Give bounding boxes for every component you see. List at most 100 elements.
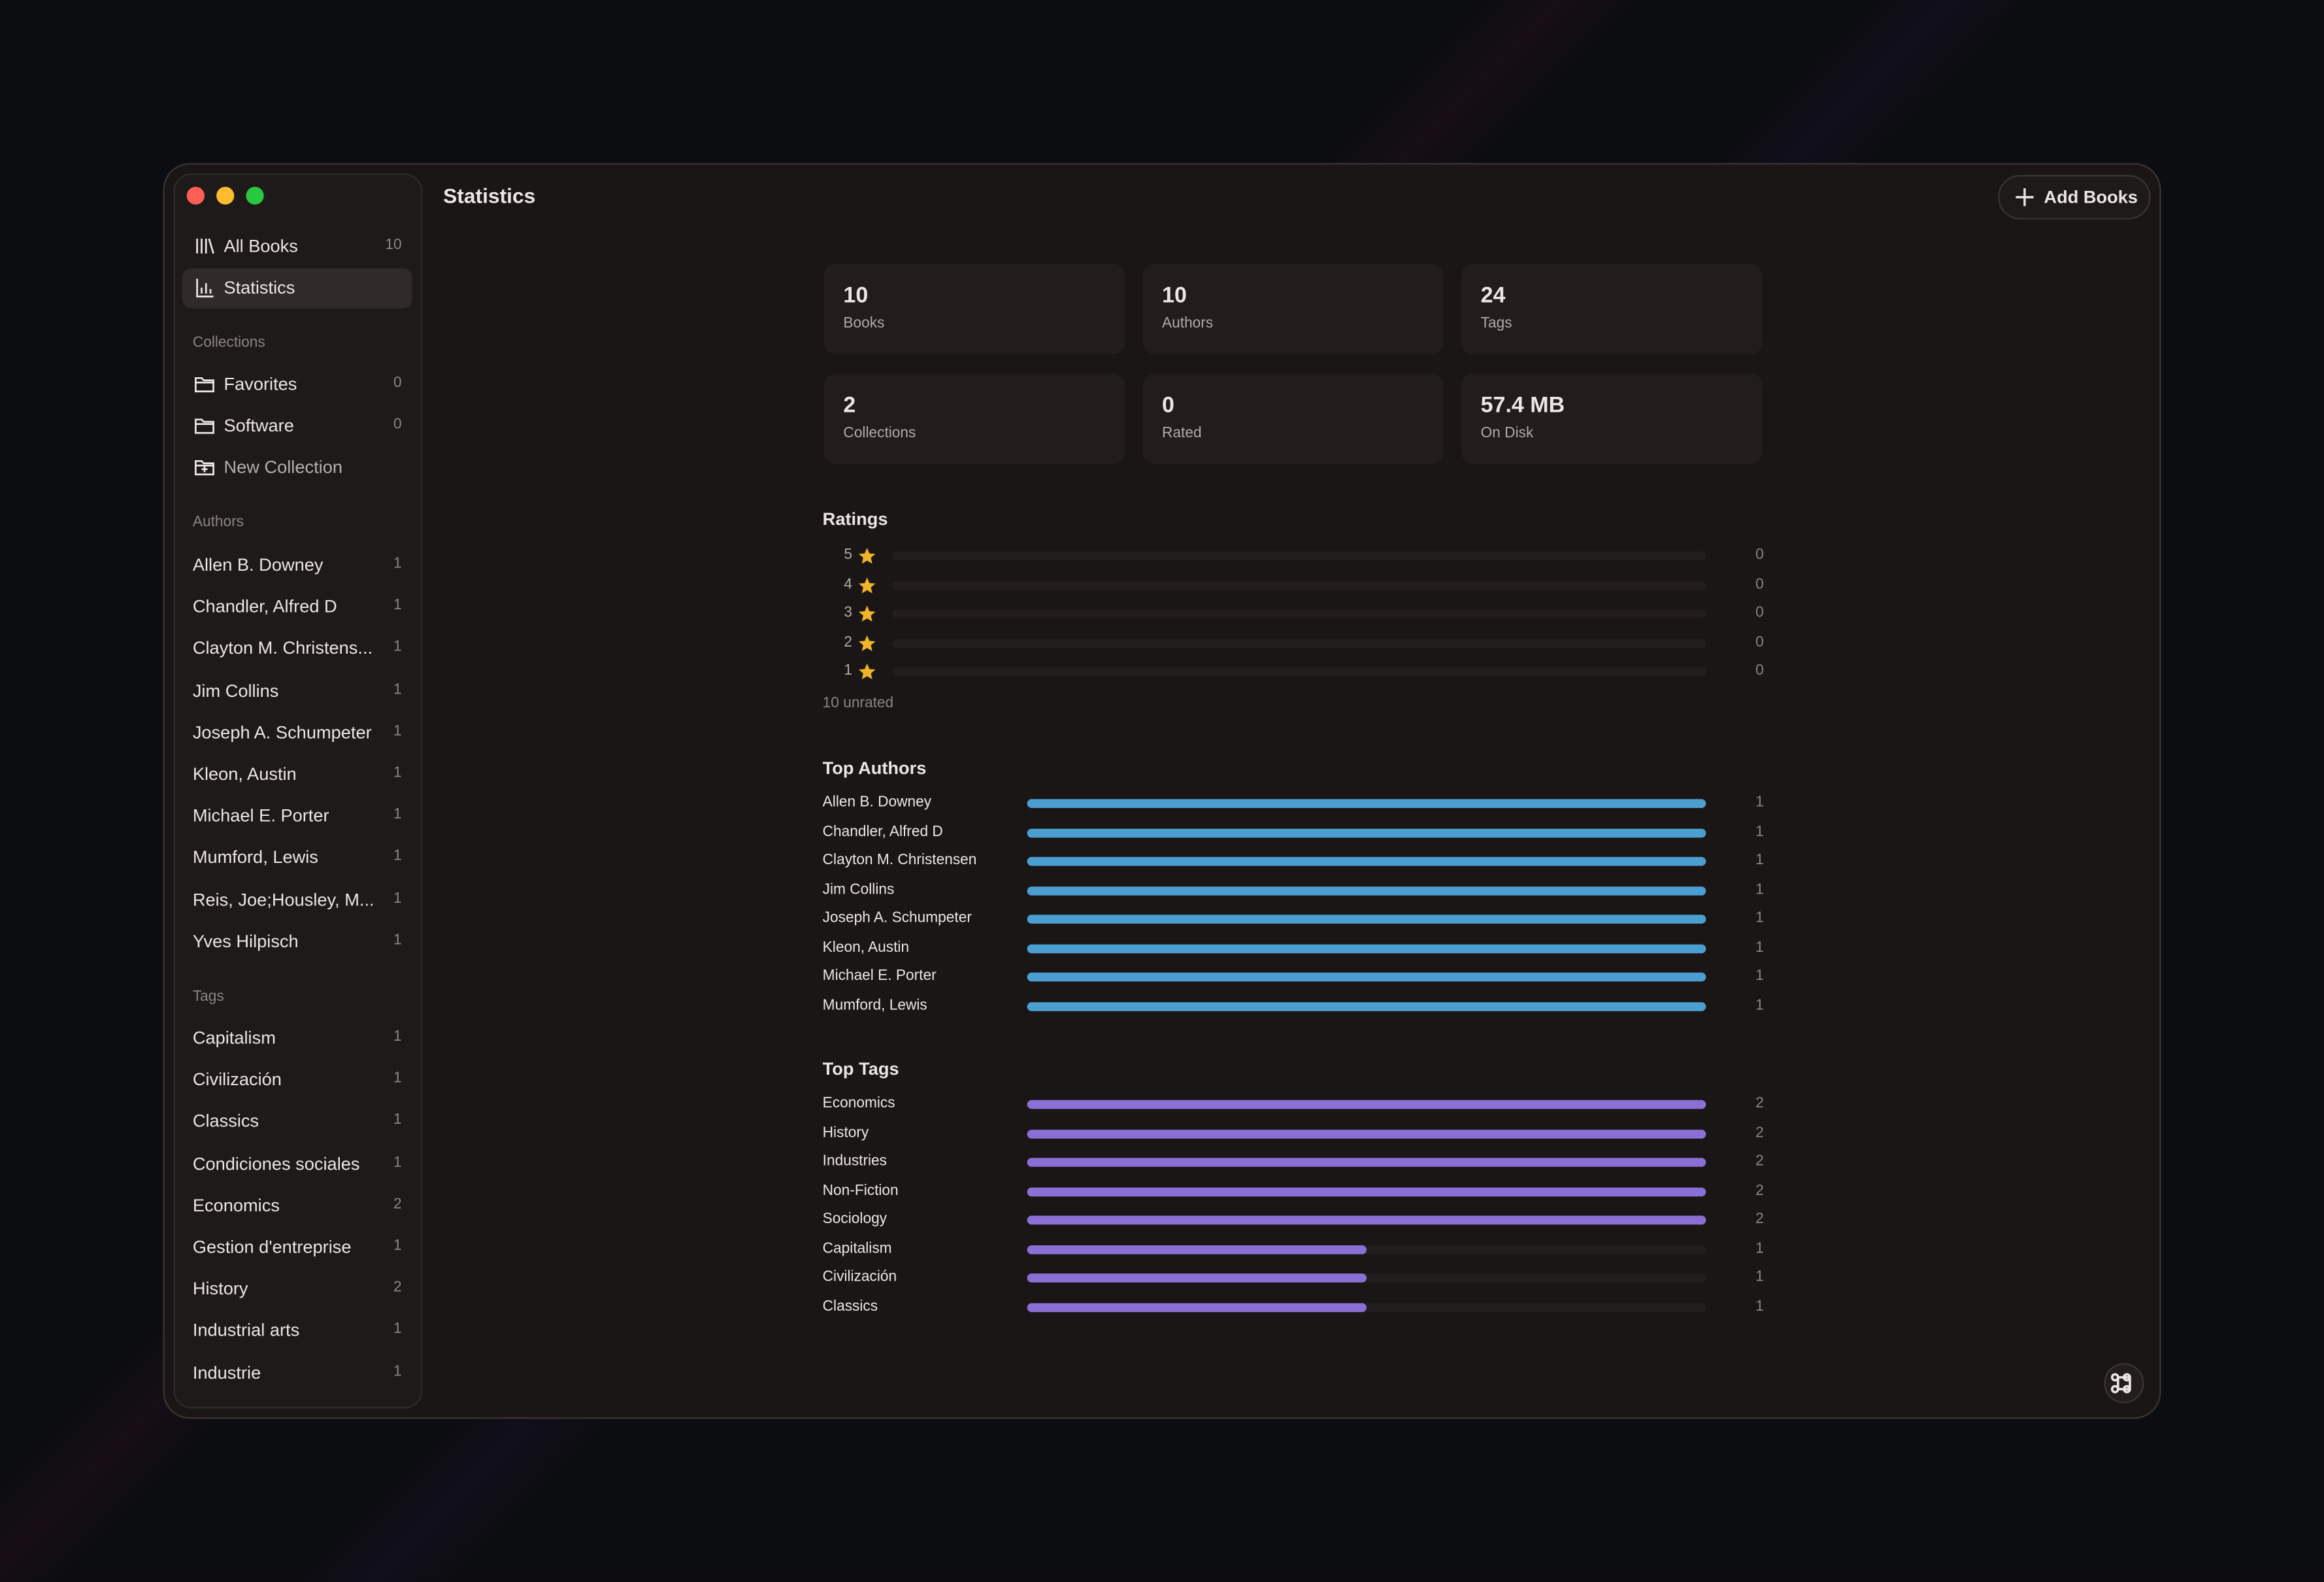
command-button[interactable] (2103, 1362, 2145, 1404)
bar-count: 2 (1755, 1153, 1764, 1170)
bar-count: 2 (1755, 1095, 1764, 1112)
bar-label: Economics (822, 1095, 895, 1112)
window-controls (186, 186, 264, 205)
sidebar-item-count: 1 (393, 890, 402, 907)
stat-card (1461, 263, 1763, 355)
bar-label: Joseph A. Schumpeter (822, 910, 972, 927)
bar (1027, 915, 1706, 924)
bar (1027, 828, 1706, 837)
bar-label: Industries (822, 1153, 888, 1170)
sidebar-item-count: 1 (393, 1154, 402, 1171)
bar (1027, 1244, 1367, 1254)
sidebar-item-count: 1 (393, 807, 402, 824)
bar (1027, 886, 1706, 895)
bar-count: 1 (1755, 1240, 1764, 1257)
stat-label: On Disk (1480, 425, 1534, 442)
sidebar-item-count: 1 (393, 1363, 402, 1380)
stat-card (1461, 373, 1763, 464)
bar (1027, 856, 1706, 866)
section-title: Top Authors (822, 757, 927, 779)
collection-item[interactable] (182, 365, 412, 403)
sidebar (173, 173, 423, 1409)
sidebar-item-label: Civilización (192, 1069, 282, 1090)
add-books-label: Add Books (2044, 186, 2138, 208)
zoom-button[interactable] (246, 186, 264, 205)
bar-label: Non-Fiction (822, 1182, 899, 1199)
sidebar-item-count: 1 (393, 639, 402, 656)
sidebar-item-count: 1 (393, 681, 402, 698)
bar-count: 0 (1755, 576, 1764, 593)
sidebar-item-label: Yves Hilpisch (192, 930, 299, 952)
section-heading: Collections (192, 335, 265, 352)
bar-track (892, 667, 1706, 677)
rating-stars: 4 (844, 576, 853, 593)
sidebar-item-count: 1 (393, 597, 402, 614)
page-title: Statistics (443, 184, 536, 208)
collection-item[interactable] (182, 407, 412, 445)
icon (195, 460, 214, 476)
sidebar-item-label: Classics (192, 1111, 259, 1132)
close-button[interactable] (186, 186, 205, 205)
sidebar-item-count: 1 (393, 1070, 402, 1087)
sidebar-item-label: Industrial arts (192, 1320, 300, 1341)
sidebar-item-label: Chandler, Alfred D (192, 596, 337, 617)
bar-track (892, 638, 1706, 647)
sidebar-item-count: 1 (393, 1321, 402, 1338)
nav-count: 10 (385, 237, 402, 254)
stat-card (1142, 263, 1444, 355)
collection-count: 0 (393, 375, 402, 392)
sidebar-item-label: Reis, Joe;Housley, M... (192, 888, 374, 910)
sidebar-item-label: Kleon, Austin (192, 763, 297, 784)
new-collection: New Collection (224, 456, 342, 478)
icon (196, 278, 214, 297)
bar-label: Clayton M. Christensen (822, 852, 977, 869)
star-icon (859, 605, 876, 622)
bar-track (892, 609, 1706, 618)
star-icon (859, 634, 876, 650)
bar (1027, 943, 1706, 953)
bar-label: Michael E. Porter (822, 968, 937, 985)
bar-label: History (822, 1124, 869, 1141)
sidebar-item-label: Condiciones sociales (192, 1153, 360, 1174)
bar-track (892, 551, 1706, 561)
sidebar-item-count: 2 (393, 1279, 402, 1296)
bar (1027, 972, 1706, 982)
bar-count: 1 (1755, 1269, 1764, 1286)
collection-label: Software (224, 415, 294, 437)
sidebar-item-label: Jim Collins (192, 680, 279, 701)
bar-label: Sociology (822, 1211, 888, 1228)
stat-value: 24 (1480, 283, 1506, 309)
bar-count: 1 (1755, 1298, 1764, 1315)
sidebar-item-count: 2 (393, 1196, 402, 1213)
stat-label: Books (843, 316, 885, 333)
unrated-note: 10 unrated (822, 695, 894, 712)
stat-label: Authors (1162, 316, 1214, 333)
nav-selection (182, 268, 412, 309)
sidebar-item-label: Michael E. Porter (192, 805, 329, 826)
sidebar-item-count: 1 (393, 765, 402, 782)
bar (1027, 1302, 1367, 1311)
bar-count: 2 (1755, 1211, 1764, 1228)
star-icon (859, 577, 876, 593)
star-icon (859, 547, 876, 564)
sidebar-item-label: Economics (192, 1194, 280, 1216)
stat-value: 2 (843, 392, 856, 418)
bar-count: 0 (1755, 662, 1764, 679)
bar-label: Allen B. Downey (822, 794, 932, 811)
nav-item[interactable] (182, 268, 412, 307)
bar-label: Civilización (822, 1269, 897, 1286)
bar-count: 1 (1755, 997, 1764, 1014)
stat-value: 0 (1162, 392, 1174, 418)
section-heading: Authors (192, 514, 244, 531)
bar (1027, 1158, 1706, 1167)
bar (1027, 1273, 1367, 1283)
stat-label: Collections (843, 425, 916, 442)
sidebar-item-count: 1 (393, 723, 402, 740)
sidebar-item-label: History (192, 1278, 248, 1300)
collection-count: 0 (393, 416, 402, 433)
stat-value: 10 (1162, 283, 1187, 309)
bar-label: Jim Collins (822, 881, 895, 898)
rating-stars: 3 (844, 605, 853, 622)
section-title: Top Tags (822, 1058, 899, 1080)
minimize-button[interactable] (216, 186, 235, 205)
